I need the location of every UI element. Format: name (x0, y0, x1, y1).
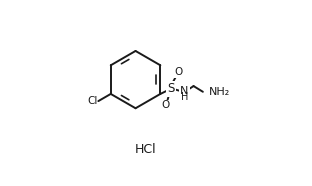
Text: NH₂: NH₂ (209, 87, 231, 97)
Text: S: S (167, 82, 174, 95)
Text: H: H (181, 92, 188, 102)
Text: N: N (180, 86, 188, 96)
Text: HCl: HCl (135, 143, 156, 155)
Text: Cl: Cl (87, 96, 97, 106)
Text: O: O (162, 100, 170, 110)
Text: O: O (174, 68, 183, 77)
